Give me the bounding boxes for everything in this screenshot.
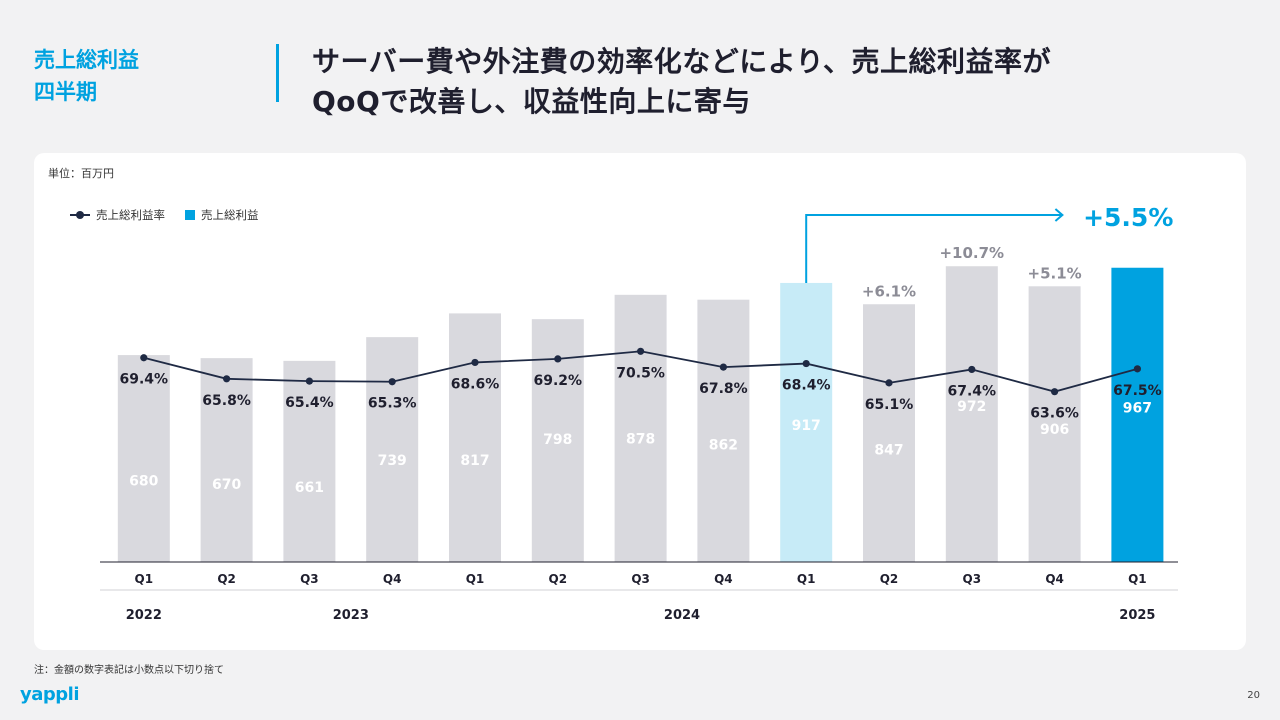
yappli-logo: yappli — [20, 684, 80, 705]
legend: 売上総利益率 売上総利益 — [70, 207, 259, 223]
category-label: Q3 — [963, 572, 982, 586]
headline: サーバー費や外注費の効率化などにより、売上総利益率が QoQで改善し、収益性向上… — [312, 42, 1252, 122]
legend-bar-label: 売上総利益 — [201, 208, 259, 222]
legend-bar-marker — [185, 210, 195, 220]
category-label: Q3 — [631, 572, 650, 586]
chart-panel: 680 670 661 739 817 798 878 862 917 847 972 906 967 6… — [34, 153, 1246, 650]
category-label: Q3 — [300, 572, 319, 586]
category-label: Q2 — [549, 572, 568, 586]
headline-line1: サーバー費や外注費の効率化などにより、売上総利益率が — [312, 45, 1052, 78]
headline-line2: QoQで改善し、収益性向上に寄与 — [312, 85, 751, 118]
bar-value-label: 680 — [129, 474, 158, 490]
category-label: Q4 — [1045, 572, 1064, 586]
bar-2 — [200, 358, 253, 562]
bar-value-label: 817 — [460, 453, 489, 469]
margin-point-7 — [637, 347, 645, 355]
bar-9 — [780, 282, 833, 562]
bar-10 — [863, 304, 915, 562]
bar-value-label: 917 — [792, 418, 821, 434]
category-label: Q4 — [383, 572, 402, 586]
gross-profit-chart: 680 670 661 739 817 798 878 862 917 847 972 906 967 6… — [100, 203, 1178, 623]
legend-line-marker — [70, 211, 90, 219]
section-title: 売上総利益 四半期 — [34, 44, 139, 108]
category-label: Q1 — [797, 572, 816, 586]
bar-value-label: 847 — [874, 443, 903, 459]
bar-value-label: 906 — [1040, 422, 1069, 438]
section-title-line2: 四半期 — [34, 80, 97, 104]
bar-5 — [449, 313, 501, 562]
margin-label: 69.2% — [534, 373, 583, 389]
bar-value-label: 967 — [1123, 401, 1152, 417]
qoq-growth-label: +5.1% — [1028, 264, 1082, 282]
bar-4 — [366, 337, 419, 562]
category-label: Q1 — [1128, 572, 1147, 586]
margin-point-5 — [471, 358, 479, 367]
margin-point-13 — [1133, 365, 1141, 373]
footnote: 注：金額の数字表記は小数点以下切り捨て — [34, 665, 224, 676]
unit-label: 単位：百万円 — [48, 167, 114, 180]
margin-label: 65.4% — [285, 395, 334, 411]
category-label: Q2 — [217, 572, 236, 586]
margin-label: 68.6% — [451, 376, 500, 392]
margin-point-3 — [305, 377, 313, 385]
margin-label: 67.5% — [1113, 383, 1162, 399]
margin-point-11 — [968, 365, 976, 374]
margin-label: 67.4% — [948, 383, 997, 399]
margin-point-10 — [885, 379, 893, 387]
margin-label: 67.8% — [699, 381, 748, 397]
bar-value-label: 670 — [212, 477, 241, 493]
category-label: Q4 — [714, 572, 733, 586]
qoq-growth-label: +6.1% — [862, 282, 916, 300]
margin-point-1 — [140, 354, 148, 362]
yoy-arrow-head — [1054, 208, 1064, 222]
margin-point-6 — [554, 355, 562, 363]
yoy-growth-label: +5.5% — [1083, 203, 1173, 232]
page-number: 20 — [1247, 690, 1260, 701]
margin-label: 70.5% — [616, 365, 665, 381]
bar-value-label: 661 — [295, 480, 324, 496]
bar-11 — [945, 266, 998, 562]
category-label: Q2 — [880, 572, 899, 586]
margin-label: 63.6% — [1030, 406, 1079, 422]
category-label: Q1 — [135, 572, 154, 586]
margin-point-2 — [223, 375, 231, 383]
bar-value-label: 862 — [709, 437, 738, 453]
bar-8 — [697, 299, 750, 562]
margin-label: 65.3% — [368, 396, 417, 412]
margin-label: 68.4% — [782, 378, 831, 394]
bar-value-label: 798 — [543, 432, 572, 448]
margin-label: 69.4% — [120, 372, 169, 388]
margin-label: 65.1% — [865, 397, 914, 413]
year-label: 2024 — [664, 608, 700, 623]
margin-point-4 — [388, 378, 396, 386]
margin-point-8 — [719, 363, 728, 371]
bar-3 — [283, 360, 336, 562]
title-divider — [276, 44, 279, 102]
year-label: 2022 — [126, 608, 162, 623]
margin-point-12 — [1051, 388, 1059, 396]
year-label: 2023 — [333, 608, 369, 623]
qoq-growth-label: +10.7% — [939, 244, 1004, 262]
bar-7 — [614, 294, 667, 562]
bar-12 — [1028, 286, 1081, 562]
margin-label: 65.8% — [202, 393, 251, 409]
bar-value-label: 739 — [378, 453, 407, 469]
bar-value-label: 972 — [957, 399, 986, 415]
section-title-line1: 売上総利益 — [34, 48, 139, 72]
bar-value-label: 878 — [626, 432, 655, 448]
margin-point-9 — [802, 359, 810, 368]
bar-1 — [117, 355, 170, 562]
category-label: Q1 — [466, 572, 485, 586]
yoy-arrow-line — [805, 214, 1063, 283]
bar-13 — [1111, 267, 1164, 562]
year-label: 2025 — [1119, 608, 1155, 623]
legend-line-label: 売上総利益率 — [96, 208, 165, 222]
